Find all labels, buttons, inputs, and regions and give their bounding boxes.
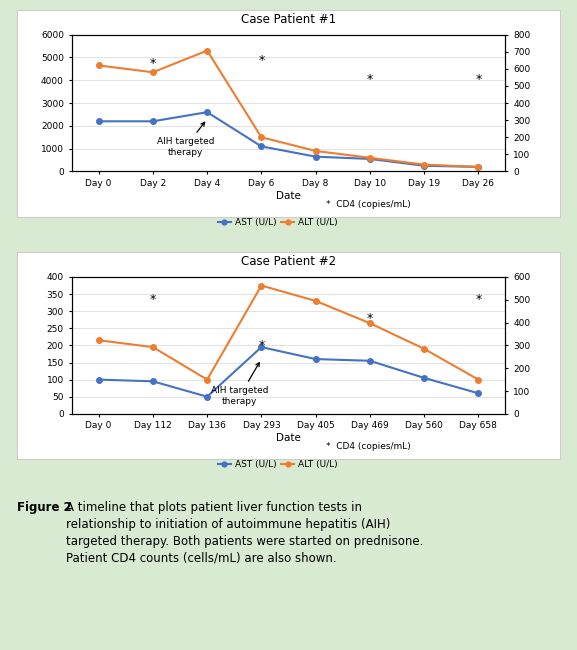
Text: *: * bbox=[258, 54, 264, 67]
Text: *  CD4 (copies/mL): * CD4 (copies/mL) bbox=[326, 442, 411, 451]
Text: Case Patient #2: Case Patient #2 bbox=[241, 255, 336, 268]
Text: AIH targeted
therapy: AIH targeted therapy bbox=[157, 122, 214, 157]
Text: A timeline that plots patient liver function tests in
relationship to initiation: A timeline that plots patient liver func… bbox=[66, 501, 424, 565]
Text: *: * bbox=[150, 57, 156, 70]
X-axis label: Date: Date bbox=[276, 191, 301, 201]
Text: *: * bbox=[367, 73, 373, 86]
Text: AIH targeted
therapy: AIH targeted therapy bbox=[211, 363, 268, 406]
Text: *: * bbox=[367, 311, 373, 324]
X-axis label: Date: Date bbox=[276, 434, 301, 443]
Text: *: * bbox=[258, 339, 264, 352]
Legend: AST (U/L), ALT (U/L), : AST (U/L), ALT (U/L), bbox=[214, 214, 363, 231]
Text: *: * bbox=[150, 293, 156, 306]
Legend: AST (U/L), ALT (U/L), : AST (U/L), ALT (U/L), bbox=[214, 457, 363, 473]
Text: Case Patient #1: Case Patient #1 bbox=[241, 13, 336, 26]
Text: *  CD4 (copies/mL): * CD4 (copies/mL) bbox=[326, 200, 411, 209]
Text: *: * bbox=[475, 73, 481, 86]
Text: Figure 2: Figure 2 bbox=[17, 501, 72, 514]
Text: *: * bbox=[475, 293, 481, 306]
